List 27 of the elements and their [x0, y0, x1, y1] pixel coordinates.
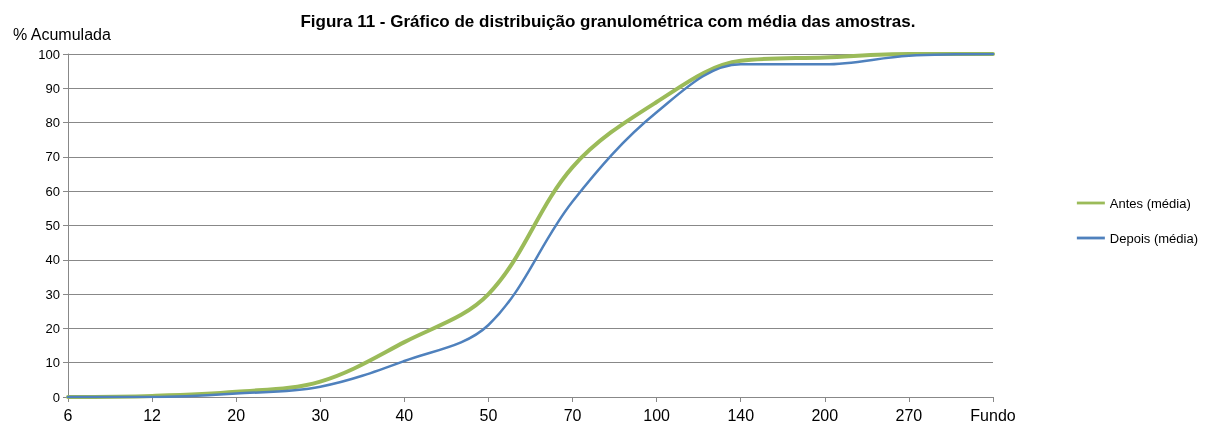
x-tick-label: 100	[643, 406, 671, 424]
x-tick-label: 40	[395, 406, 414, 424]
y-tick-label: 30	[45, 286, 60, 302]
chart-title: Figura 11 - Gráfico de distribuição granulométrica com média das amostras.	[300, 12, 916, 31]
x-tick-label: 270	[895, 406, 923, 424]
x-tick-label: 12	[143, 406, 162, 424]
x-tick-label: 140	[727, 406, 755, 424]
legend-label: Antes (média)	[1109, 195, 1191, 211]
y-tick-label: 100	[38, 46, 60, 62]
x-tick-label: 20	[227, 406, 246, 424]
x-tick-label: 50	[479, 406, 498, 424]
y-tick-label: 40	[45, 252, 60, 268]
y-tick-label: 20	[45, 320, 60, 336]
legend-label: Depois (média)	[1109, 230, 1199, 246]
x-tick-label: 30	[311, 406, 330, 424]
x-tick-label: 70	[563, 406, 582, 424]
y-tick-label: 50	[45, 218, 60, 233]
y-tick-label: 60	[45, 183, 60, 199]
y-tick-label: 0	[52, 389, 60, 405]
y-tick-label: 90	[45, 80, 60, 96]
y-axis-title: % Acumulada	[13, 25, 111, 43]
x-tick-label: 6	[63, 406, 73, 424]
y-tick-label: 80	[45, 115, 60, 131]
x-tick-label: 200	[811, 406, 839, 424]
x-tick-label: Fundo	[970, 406, 1016, 424]
y-tick-label: 70	[45, 149, 60, 165]
y-tick-label: 10	[45, 355, 60, 371]
